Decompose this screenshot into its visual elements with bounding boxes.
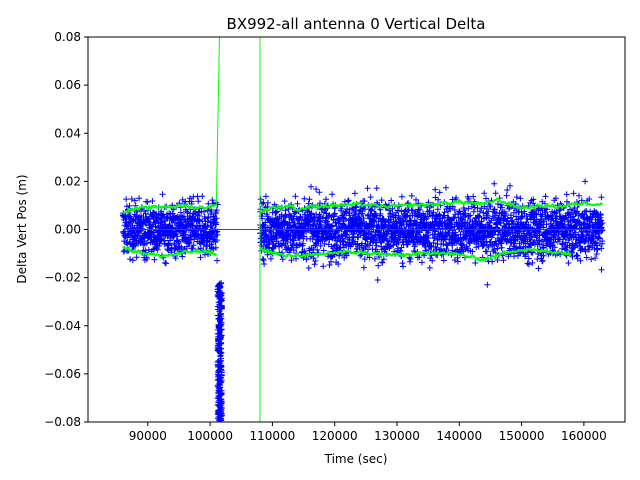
sigma-lower-line xyxy=(259,246,572,262)
x-tick-label: 120000 xyxy=(312,429,358,443)
x-tick-label: 150000 xyxy=(499,429,545,443)
y-tick-label: 0.06 xyxy=(54,78,81,92)
x-tick-label: 100000 xyxy=(187,429,233,443)
y-tick-label: −0.02 xyxy=(44,271,81,285)
chart-title: BX992-all antenna 0 Vertical Delta xyxy=(227,15,486,33)
x-tick-label: 110000 xyxy=(249,429,295,443)
y-tick-label: 0.08 xyxy=(54,30,81,44)
sigma-upper-line xyxy=(122,203,217,214)
y-tick-label: −0.06 xyxy=(44,367,81,381)
sigma-upper-line xyxy=(259,197,604,214)
y-tick-label: −0.08 xyxy=(44,415,81,429)
y-tick-label: 0.04 xyxy=(54,126,81,140)
y-tick-label: −0.04 xyxy=(44,319,81,333)
y-axis-title: Delta Vert Pos (m) xyxy=(15,174,29,283)
x-tick-label: 160000 xyxy=(561,429,607,443)
sigma-envelope xyxy=(122,37,604,422)
sigma-lower-line xyxy=(122,245,218,259)
y-tick-label: 0.02 xyxy=(54,174,81,188)
y-tick-label: 0.00 xyxy=(54,223,81,237)
x-tick-label: 90000 xyxy=(129,429,167,443)
y-axis-ticks: −0.08 −0.06 −0.04 −0.02 0.00 0.02 0.04 0.06 0.08 xyxy=(44,30,88,429)
plot-area xyxy=(120,37,606,422)
sigma-spike-line xyxy=(215,37,220,206)
x-axis-title: Time (sec) xyxy=(324,452,388,466)
x-axis-ticks: 90000 100000 110000 120000 130000 140000 15000… xyxy=(129,422,607,443)
x-tick-label: 140000 xyxy=(436,429,482,443)
x-tick-label: 130000 xyxy=(374,429,420,443)
